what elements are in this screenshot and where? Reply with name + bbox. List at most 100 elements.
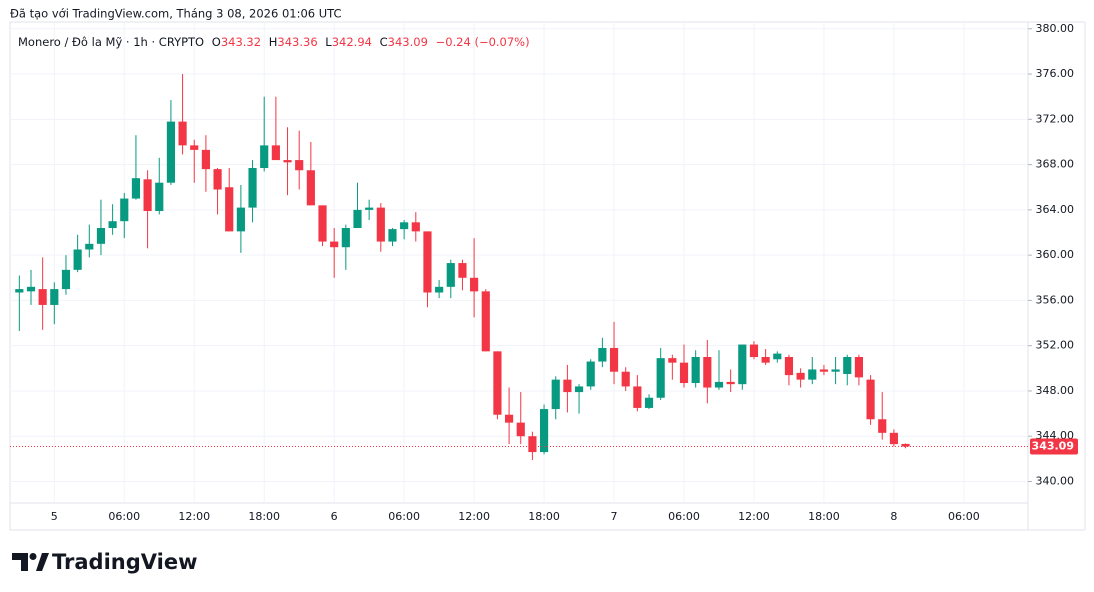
candle-body (61, 269, 71, 290)
y-tick-label: 376.00 (1036, 67, 1075, 80)
x-tick-label: 5 (51, 510, 58, 523)
logo-text: TradingView (52, 550, 197, 574)
logo-icon (12, 553, 28, 571)
candle-body (714, 381, 724, 388)
candle-body (120, 198, 129, 222)
candle-body (96, 227, 106, 244)
legend-close-label: C (380, 35, 388, 49)
legend-low: 342.94 (332, 35, 372, 49)
y-tick-label: 348.00 (1036, 384, 1075, 397)
candle-body (376, 207, 385, 242)
candle-body (213, 169, 222, 190)
x-tick-label: 06:00 (948, 510, 980, 523)
candle-body (341, 227, 350, 248)
candle-body (843, 357, 852, 374)
candle-body (901, 443, 910, 447)
x-tick-label: 12:00 (458, 510, 490, 523)
candle-body (50, 289, 59, 305)
logo-icon-slash (36, 553, 49, 571)
candle-body (225, 187, 234, 232)
y-tick-label: 360.00 (1036, 248, 1075, 261)
candle-body (73, 249, 82, 270)
candle-body (668, 358, 677, 363)
legend-open-label: O (212, 35, 221, 49)
candle-body (353, 209, 362, 228)
legend-low-label: L (325, 35, 332, 49)
candle-body (621, 371, 630, 387)
x-tick-label: 7 (611, 510, 618, 523)
legend-open: 343.32 (221, 35, 261, 49)
y-tick-label: 356.00 (1036, 293, 1075, 306)
x-tick-label: 18:00 (808, 510, 840, 523)
candle-body (516, 422, 525, 437)
candle-body (656, 358, 665, 398)
legend-close: 343.09 (388, 35, 428, 49)
candle-body (470, 277, 479, 292)
x-tick-label: 12:00 (738, 510, 770, 523)
y-tick-label: 352.00 (1036, 339, 1075, 352)
legend-high-label: H (269, 35, 278, 49)
candle-body (703, 357, 712, 388)
candle-body (866, 379, 875, 420)
y-tick-label: 380.00 (1036, 22, 1075, 35)
candle-body (831, 369, 840, 372)
candle-body (271, 145, 280, 161)
candle-body (458, 263, 467, 278)
x-tick-label: 8 (890, 510, 897, 523)
x-tick-label: 12:00 (178, 510, 210, 523)
y-tick-label: 340.00 (1036, 474, 1075, 487)
candle-body (505, 414, 514, 423)
candle-body (411, 222, 420, 232)
x-tick-label: 06:00 (388, 510, 420, 523)
candle-body (143, 179, 152, 212)
candle-body (26, 286, 36, 292)
candle-body (598, 347, 607, 362)
x-tick-label: 18:00 (528, 510, 560, 523)
candle-body (574, 386, 584, 393)
candle-body (236, 207, 245, 232)
candle-body (539, 409, 549, 453)
candle-body (283, 160, 292, 163)
candle-body (878, 419, 887, 433)
logo-icon-dot (29, 553, 37, 560)
candle-body (586, 361, 595, 387)
legend: Monero / Đô la Mỹ · 1h · CRYPTO O343.32 … (18, 35, 530, 49)
candle-body (131, 178, 141, 199)
candle-body (400, 222, 409, 230)
legend-symbol: Monero / Đô la Mỹ · 1h · CRYPTO (18, 35, 204, 49)
candle-body (446, 263, 455, 287)
candle-body (773, 353, 782, 360)
frame (9, 21, 1086, 531)
candle-body (761, 357, 770, 363)
candle-body (306, 170, 315, 206)
candle-body (190, 145, 199, 150)
candle-body (528, 436, 537, 453)
legend-change: −0.24 (−0.07%) (436, 35, 530, 49)
candle-body (551, 379, 560, 410)
candle-body (609, 347, 619, 372)
candle-body (330, 241, 339, 248)
candle-body (738, 344, 747, 385)
candle-body (889, 432, 898, 445)
header: Đã tạo với TradingView.com, Tháng 3 08, … (10, 7, 342, 21)
legend-high: 343.36 (277, 35, 317, 49)
candle-body (318, 205, 327, 242)
candle-body (435, 286, 444, 293)
candle-body (633, 386, 642, 408)
candle-body (481, 291, 490, 352)
candle-body (155, 182, 164, 212)
last-price-label: 343.09 (1032, 440, 1074, 453)
x-tick-label: 06:00 (108, 510, 140, 523)
candle-body (854, 357, 863, 378)
x-tick-label: 6 (331, 510, 338, 523)
candle-body (38, 289, 47, 305)
candle-body (365, 207, 374, 210)
logo[interactable]: TradingView (12, 550, 197, 574)
x-tick-label: 06:00 (668, 510, 700, 523)
axes: 340.00344.00348.00352.00356.00360.00364.… (10, 22, 1078, 523)
candle-body (691, 357, 700, 384)
candle-body (749, 344, 759, 358)
candle-body (388, 229, 397, 242)
candle-body (248, 167, 257, 208)
